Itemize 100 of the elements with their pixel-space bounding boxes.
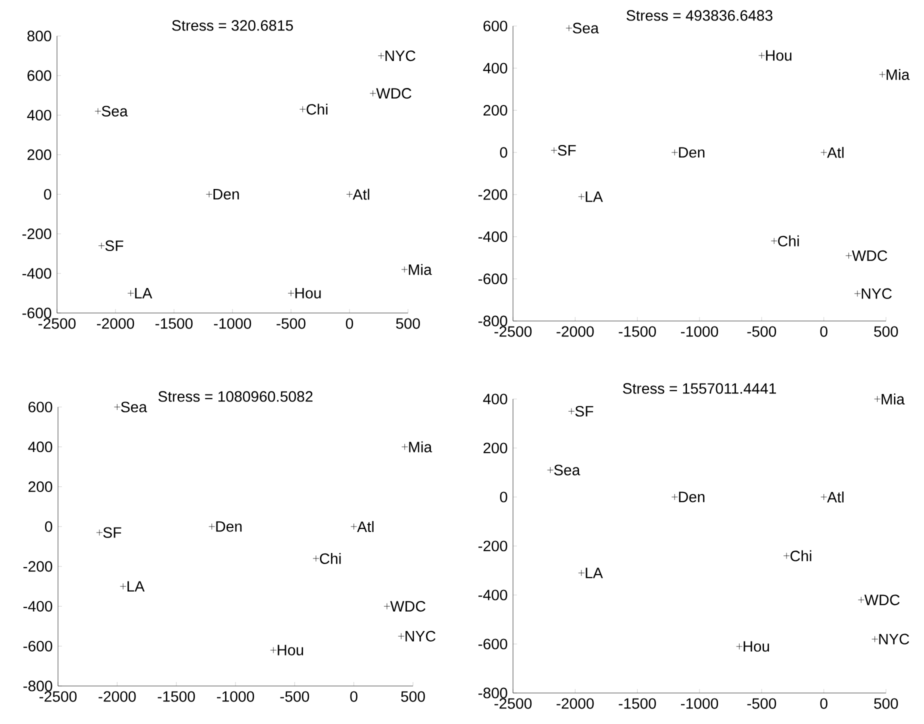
- annotation: Chi: [778, 235, 799, 246]
- x-tick-label: -500: [747, 326, 776, 337]
- x-tick-label: 500: [396, 318, 420, 329]
- annotation: Sea: [102, 106, 128, 116]
- point: [770, 238, 778, 244]
- y-tick-label: -800: [23, 680, 52, 692]
- point: [820, 149, 828, 156]
- x-tick-label: -1500: [618, 698, 656, 709]
- point: [398, 632, 404, 640]
- annotation: Den: [214, 189, 239, 200]
- chart-title: Stress = 1557011.4441: [622, 383, 776, 394]
- point: [578, 570, 585, 576]
- point: [384, 603, 390, 610]
- x-tick-label: -2500: [38, 318, 76, 329]
- point: [671, 494, 678, 500]
- y-tick-label: 0: [500, 492, 508, 502]
- annotation: Chi: [306, 104, 328, 115]
- y-tick-label: 600: [484, 20, 508, 32]
- y-tick-label: -600: [22, 308, 52, 318]
- y-tick-label: 400: [27, 110, 52, 120]
- x-tick-label: -500: [747, 698, 776, 709]
- annotation: WDC: [864, 594, 900, 606]
- point: [401, 266, 408, 273]
- x-tick-label: -1500: [618, 326, 656, 337]
- y-tick-label: 0: [45, 521, 52, 532]
- annotation: WDC: [852, 250, 888, 261]
- y-tick-label: -200: [478, 189, 508, 200]
- y-tick-label: 600: [28, 402, 52, 412]
- point: [858, 596, 864, 604]
- point: [346, 191, 353, 198]
- annotation: Chi: [320, 552, 341, 564]
- annotation: WDC: [390, 600, 426, 612]
- x-tick-label: 500: [874, 326, 898, 337]
- annotation: LA: [128, 581, 145, 592]
- point: [402, 444, 408, 450]
- annotation: Hou: [744, 641, 770, 652]
- x-tick-label: -2000: [556, 326, 594, 337]
- annotation: Den: [679, 147, 704, 158]
- point: [94, 108, 102, 114]
- x-tick-label: -1000: [680, 698, 718, 709]
- point: [783, 552, 790, 560]
- point: [568, 408, 575, 414]
- x-tick-label: -1500: [155, 318, 193, 329]
- y-tick-label: -800: [478, 316, 508, 326]
- x-tick-label: -1000: [216, 691, 254, 702]
- x-tick-label: 0: [820, 698, 828, 709]
- chart-title: Stress = 493836.6483: [626, 10, 772, 21]
- annotation: NYC: [406, 630, 436, 642]
- y-tick-label: -600: [478, 638, 508, 650]
- point: [98, 242, 105, 249]
- point: [206, 191, 212, 198]
- annotation: Hou: [295, 288, 321, 298]
- annotation: Mia: [886, 68, 910, 80]
- y-tick-label: -200: [478, 540, 508, 552]
- annotation: Sea: [121, 402, 148, 412]
- y-tick-label: 200: [484, 442, 508, 454]
- point: [671, 149, 678, 156]
- y-tick-label: 400: [483, 394, 508, 404]
- x-tick-label: -2000: [98, 691, 136, 702]
- y-tick-label: -600: [478, 274, 508, 284]
- y-tick-label: 0: [500, 147, 508, 158]
- point: [270, 646, 277, 654]
- y-tick-label: 400: [28, 442, 52, 452]
- chart-title: Stress = 320.6815: [172, 20, 293, 31]
- annotation: LA: [135, 288, 152, 298]
- y-tick-label: -200: [22, 228, 52, 240]
- point: [578, 193, 585, 200]
- point: [288, 290, 294, 296]
- x-tick-label: -500: [276, 318, 306, 329]
- point: [120, 583, 126, 590]
- annotation: NYC: [879, 634, 910, 644]
- y-tick-label: -600: [23, 640, 52, 652]
- y-tick-label: 200: [484, 104, 508, 116]
- point: [566, 24, 572, 32]
- x-tick-label: 0: [820, 326, 828, 337]
- annotation: Sea: [572, 22, 599, 34]
- point: [550, 147, 558, 154]
- point: [547, 466, 554, 474]
- annotation: Mia: [408, 264, 432, 275]
- y-tick-label: -400: [478, 590, 508, 600]
- point: [854, 290, 861, 297]
- chart-title: Stress = 1080960.5082: [158, 391, 312, 402]
- y-tick-label: -200: [23, 561, 52, 572]
- point: [300, 106, 306, 112]
- x-tick-label: -2500: [494, 326, 532, 337]
- annotation: LA: [586, 192, 603, 202]
- x-tick-label: -2000: [556, 698, 594, 709]
- y-tick-label: 400: [483, 62, 508, 74]
- point: [879, 71, 886, 78]
- annotation: Atl: [357, 521, 374, 532]
- point: [846, 252, 852, 259]
- x-tick-label: -1000: [680, 326, 718, 337]
- annotation: Den: [679, 492, 704, 502]
- point: [128, 290, 134, 296]
- point: [114, 404, 120, 410]
- y-tick-label: 0: [44, 188, 52, 200]
- y-tick-label: -400: [22, 268, 52, 279]
- annotation: Atl: [352, 188, 370, 200]
- point: [820, 494, 828, 500]
- point: [758, 52, 765, 59]
